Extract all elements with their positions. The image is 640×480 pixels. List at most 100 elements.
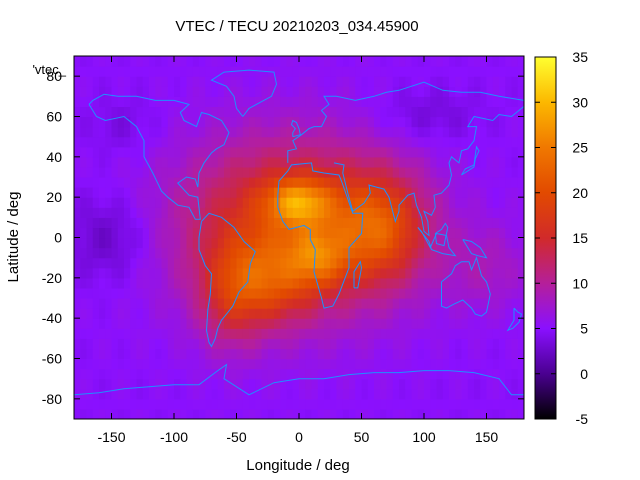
heatmap-cell [199, 56, 206, 67]
heatmap-cell [349, 156, 356, 168]
heatmap-cell [424, 76, 431, 87]
heatmap-cell [386, 257, 394, 269]
heatmap-cell [411, 368, 419, 380]
heatmap-cell [305, 388, 313, 400]
heatmap-cell [424, 177, 431, 188]
heatmap-cell [330, 66, 338, 77]
heatmap-cell [424, 116, 431, 128]
heatmap-cell [80, 166, 88, 178]
heatmap-cell [211, 96, 219, 108]
coastline-europe-asia [287, 81, 524, 163]
heatmap-cell [492, 298, 500, 309]
heatmap-cell [261, 308, 269, 319]
heatmap-cell [117, 86, 125, 97]
heatmap-cell [380, 86, 388, 97]
heatmap-cell [424, 247, 431, 259]
heatmap-cell [142, 328, 150, 339]
heatmap-cell [255, 338, 263, 350]
heatmap-cell [374, 86, 381, 97]
heatmap-cell [149, 217, 156, 229]
heatmap-cell [74, 207, 81, 218]
heatmap-cell [167, 328, 175, 339]
heatmap-cell [517, 106, 524, 118]
heatmap-cell [274, 408, 281, 419]
heatmap-cell [174, 187, 181, 198]
heatmap-cell [105, 207, 113, 218]
heatmap-cell [442, 126, 450, 138]
heatmap-cell [305, 298, 313, 309]
heatmap-cell [242, 378, 250, 390]
heatmap-cell [386, 348, 394, 360]
heatmap-cell [80, 86, 88, 97]
heatmap-cell [286, 86, 294, 97]
colorbar-tick-label: 5 [580, 321, 588, 337]
heatmap-cell [511, 287, 519, 299]
heatmap-cell [117, 166, 125, 178]
heatmap-cell [224, 348, 231, 360]
heatmap-cell [367, 257, 375, 269]
heatmap-cell [411, 257, 419, 269]
heatmap-cell [292, 247, 300, 259]
heatmap-cell [267, 136, 275, 148]
heatmap-cell [386, 378, 394, 390]
heatmap-cell [99, 207, 106, 218]
heatmap-cell [399, 358, 406, 370]
heatmap-cell [330, 247, 338, 259]
heatmap-cell [124, 126, 131, 138]
heatmap-cell [111, 126, 119, 138]
heatmap-cell [80, 408, 88, 419]
heatmap-cell [267, 86, 275, 97]
heatmap-cell [117, 76, 125, 87]
heatmap-cell [255, 267, 263, 279]
heatmap-cell [261, 217, 269, 229]
heatmap-cell [136, 408, 144, 419]
heatmap-cell [361, 66, 369, 77]
heatmap-cell [399, 408, 406, 419]
heatmap-cell [130, 287, 138, 299]
heatmap-cell [424, 197, 431, 208]
heatmap-cell [174, 378, 181, 390]
heatmap-cell [105, 177, 113, 188]
heatmap-cell [230, 187, 238, 198]
heatmap-cell [267, 298, 275, 309]
heatmap-cell [186, 156, 194, 168]
heatmap-cell [342, 116, 350, 128]
heatmap-cell [311, 338, 319, 350]
heatmap-cell [217, 197, 225, 208]
heatmap-cell [317, 106, 325, 118]
heatmap-cell [349, 398, 356, 410]
heatmap-cell [105, 96, 113, 108]
heatmap-cell [430, 287, 438, 299]
heatmap-cell [492, 348, 500, 360]
heatmap-cell [336, 328, 344, 339]
heatmap-cell [155, 156, 163, 168]
heatmap-cell [274, 358, 281, 370]
heatmap-cell [299, 197, 306, 208]
heatmap-cell [274, 287, 281, 299]
heatmap-cell [499, 166, 506, 178]
heatmap-cell [142, 207, 150, 218]
heatmap-cell [167, 318, 175, 329]
heatmap-cell [499, 227, 506, 239]
heatmap-cell [455, 227, 463, 239]
heatmap-cell [249, 358, 256, 370]
heatmap-cell [342, 207, 350, 218]
heatmap-cell [361, 136, 369, 148]
heatmap-cell [405, 298, 413, 309]
heatmap-cell [186, 378, 194, 390]
heatmap-cell [361, 116, 369, 128]
heatmap-cell [124, 187, 131, 198]
heatmap-cell [286, 398, 294, 410]
heatmap-cell [261, 368, 269, 380]
heatmap-cell [342, 378, 350, 390]
heatmap-cell [117, 177, 125, 188]
heatmap-cell [411, 287, 419, 299]
heatmap-cell [467, 328, 475, 339]
heatmap-cell [311, 106, 319, 118]
heatmap-cell [330, 348, 338, 360]
heatmap-cell [167, 76, 175, 87]
heatmap-cell [374, 106, 381, 118]
heatmap-cell [342, 126, 350, 138]
heatmap-cell [430, 348, 438, 360]
heatmap-cell [167, 177, 175, 188]
